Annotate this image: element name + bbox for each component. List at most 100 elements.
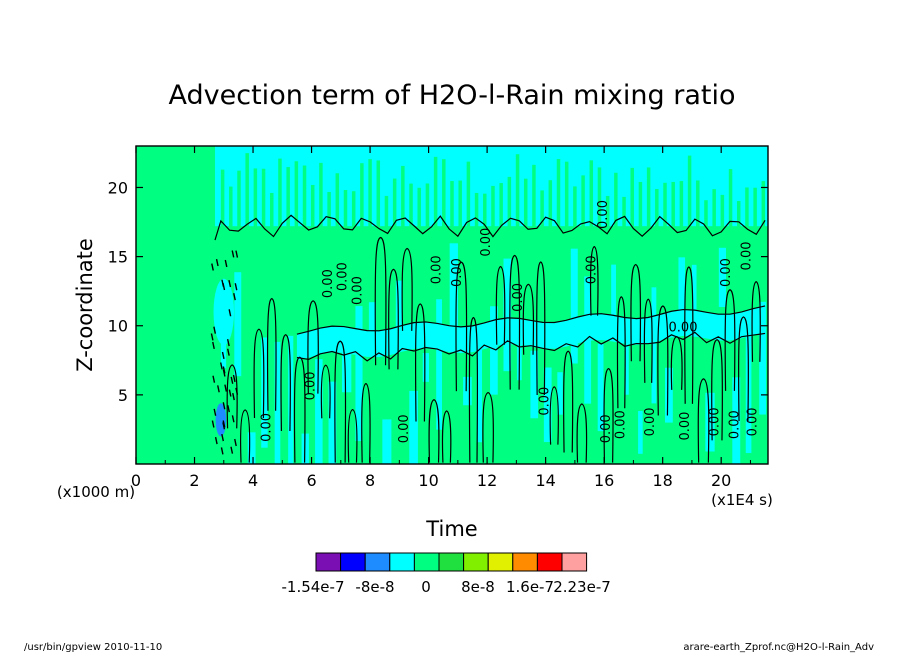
x-tick-label: 14 bbox=[535, 471, 555, 490]
contour-line bbox=[603, 367, 614, 463]
upper-streak bbox=[638, 181, 643, 229]
upper-streak bbox=[573, 186, 577, 229]
cloud-band bbox=[678, 257, 686, 324]
contour-line bbox=[482, 391, 494, 463]
contour-line bbox=[509, 254, 521, 390]
contour-line bbox=[266, 297, 277, 411]
cloud-band bbox=[759, 301, 767, 415]
contour-line bbox=[428, 399, 440, 463]
upper-streak bbox=[286, 167, 290, 229]
upper-streak bbox=[433, 156, 438, 229]
y-tick-label: 20 bbox=[108, 178, 128, 197]
upper-streak bbox=[589, 160, 594, 229]
upper-streak bbox=[671, 181, 675, 229]
upper-streak bbox=[712, 189, 716, 229]
cloud-band bbox=[234, 272, 242, 377]
cloud-band bbox=[476, 334, 483, 443]
onset-dash bbox=[228, 279, 232, 288]
onset-dash bbox=[211, 263, 214, 271]
upper-streak bbox=[466, 161, 471, 229]
onset-dash bbox=[222, 369, 226, 377]
contour-label: 0.00 bbox=[739, 241, 754, 270]
upper-streak bbox=[384, 195, 389, 229]
contour-label: 0.00 bbox=[669, 320, 698, 335]
colorbar bbox=[315, 552, 588, 572]
upper-streak bbox=[491, 185, 495, 229]
upper-streak bbox=[745, 187, 749, 229]
upper-streak bbox=[499, 183, 503, 229]
upper-streak bbox=[425, 183, 430, 229]
upper-streak bbox=[229, 186, 233, 229]
contour-line bbox=[589, 245, 599, 316]
contour-label: 0.00 bbox=[707, 407, 722, 436]
cloud-band bbox=[382, 419, 392, 464]
colorbar-swatch bbox=[487, 552, 514, 572]
onset-dash bbox=[214, 436, 218, 445]
contour-line bbox=[549, 386, 559, 445]
cloud-band bbox=[665, 367, 673, 423]
cloud-band bbox=[597, 343, 604, 432]
onset-dash bbox=[231, 415, 235, 423]
upper-streak bbox=[310, 184, 315, 229]
onset-dash bbox=[230, 376, 234, 384]
onset-dash bbox=[212, 375, 216, 383]
onset-dash bbox=[226, 348, 230, 356]
contour-line bbox=[388, 268, 399, 370]
upper-streak bbox=[319, 162, 323, 229]
cloud-band bbox=[638, 411, 643, 454]
contour-line bbox=[563, 350, 574, 453]
onset-dash bbox=[228, 389, 232, 397]
cloud-band bbox=[490, 306, 498, 395]
contour-line bbox=[253, 328, 265, 419]
contour-label: 0.00 bbox=[599, 414, 614, 443]
contour-label: 0.00 bbox=[429, 255, 444, 284]
contour-line bbox=[684, 266, 694, 404]
x-tick-label: 20 bbox=[711, 471, 731, 490]
upper-streak bbox=[270, 192, 274, 229]
contour-line bbox=[361, 382, 371, 463]
onset-dash bbox=[232, 374, 236, 383]
cloud-band bbox=[315, 359, 323, 464]
onset-dash bbox=[226, 338, 230, 347]
x-tick-label: 6 bbox=[306, 471, 316, 490]
x-tick-label: 2 bbox=[189, 471, 199, 490]
upper-streak bbox=[564, 161, 569, 229]
contour-label: 0.00 bbox=[450, 258, 465, 287]
upper-streak bbox=[532, 164, 536, 229]
onset-dash bbox=[235, 387, 239, 395]
contour-label: 0.00 bbox=[350, 276, 365, 305]
colorbar-swatch bbox=[561, 552, 588, 572]
cloud-band bbox=[409, 390, 418, 464]
contour-line bbox=[320, 364, 331, 419]
x-axis-title: Time bbox=[425, 517, 477, 541]
onset-dash bbox=[212, 341, 215, 350]
y-tick-label: 15 bbox=[108, 248, 128, 267]
upper-streak bbox=[360, 163, 364, 229]
contour-line bbox=[401, 247, 413, 331]
onset-dash bbox=[222, 422, 226, 430]
upper-streak bbox=[515, 154, 520, 229]
upper-streak bbox=[401, 165, 405, 229]
chart-title: Advection term of H2O-l-Rain mixing rati… bbox=[169, 80, 736, 111]
upper-streak bbox=[294, 161, 299, 229]
upper-streak bbox=[409, 183, 413, 229]
contour-line bbox=[414, 303, 426, 422]
upper-streak bbox=[753, 187, 757, 229]
onset-dash bbox=[222, 402, 226, 410]
cloud-band bbox=[570, 248, 578, 364]
upper-streak bbox=[278, 158, 282, 229]
onset-dash bbox=[211, 420, 215, 428]
onset-dash bbox=[217, 385, 220, 393]
upper-streak bbox=[663, 182, 667, 229]
upper-streak bbox=[761, 181, 766, 229]
cloud-band bbox=[705, 392, 715, 452]
colorbar-tick-label: -8e-8 bbox=[355, 578, 394, 596]
contour-line bbox=[536, 261, 546, 395]
contour-line bbox=[738, 316, 749, 422]
upper-streak bbox=[540, 190, 544, 229]
upper-streak bbox=[450, 181, 454, 229]
onset-dash bbox=[213, 326, 217, 334]
contour-line bbox=[711, 339, 723, 441]
upper-streak bbox=[261, 168, 266, 229]
colorbar-tick-label: 8e-8 bbox=[461, 578, 495, 596]
